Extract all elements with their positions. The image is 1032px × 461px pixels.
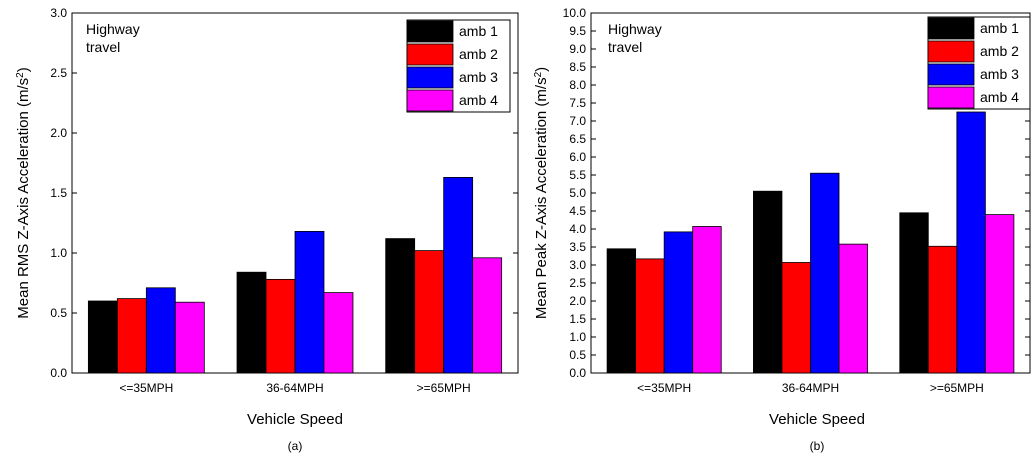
y-tick-label: 0.0 xyxy=(569,366,586,380)
y-tick-label: 4.5 xyxy=(569,204,586,218)
legend-swatch xyxy=(927,17,975,40)
y-tick-label: 2.0 xyxy=(50,126,67,140)
y-tick-label: 9.5 xyxy=(569,24,586,38)
bar-amb4-0 xyxy=(692,226,722,374)
legend-label: amb 3 xyxy=(459,69,498,85)
y-tick-label: 1.5 xyxy=(569,312,586,326)
legend-label: amb 4 xyxy=(459,92,498,108)
legend-swatch xyxy=(406,43,454,66)
legend-swatch xyxy=(406,20,454,43)
x-tick-label: >=65MPH xyxy=(930,381,984,395)
y-tick-label: 3.0 xyxy=(569,258,586,272)
legend-swatch xyxy=(927,63,975,86)
y-tick-label: 0.5 xyxy=(50,306,67,320)
annotation-text: travel xyxy=(86,39,120,55)
bar-amb4-2 xyxy=(984,214,1015,374)
panel-caption: (a) xyxy=(288,439,303,453)
legend-label: amb 4 xyxy=(980,89,1019,105)
bar-amb2-0 xyxy=(116,298,147,374)
chart-panel-b: 0.0 0.5 1.0 1.5 2.0 2.5 3.0 3.5 4.0 4.5 5.0 5.5 6.0 6… xyxy=(533,6,1031,453)
bar-amb1-2 xyxy=(899,212,929,374)
legend-swatch xyxy=(927,40,975,63)
legend-swatch xyxy=(927,86,975,109)
bar-amb4-1 xyxy=(323,292,354,374)
bar-amb3-2 xyxy=(443,176,474,374)
y-tick-label: 8.0 xyxy=(569,78,586,92)
x-axis-title: Vehicle Speed xyxy=(769,411,865,428)
bar-amb3-1 xyxy=(294,230,325,374)
x-axis-title: Vehicle Speed xyxy=(247,411,343,428)
y-tick-label: 3.5 xyxy=(569,240,586,254)
legend-label: amb 2 xyxy=(459,46,498,62)
x-tick-label: 36-64MPH xyxy=(782,381,839,395)
y-tick-label: 0.5 xyxy=(569,348,586,362)
bar-amb1-0 xyxy=(87,300,118,374)
x-tick-label: 36-64MPH xyxy=(266,381,323,395)
y-tick-label: 2.0 xyxy=(569,294,586,308)
y-tick-label: 7.5 xyxy=(569,96,586,110)
legend-label: amb 1 xyxy=(459,23,498,39)
bar-amb1-1 xyxy=(753,190,783,374)
x-tick-label: <=35MPH xyxy=(119,381,173,395)
y-tick-label: 5.0 xyxy=(569,186,586,200)
panel-caption: (b) xyxy=(810,439,825,453)
y-tick-label: 5.5 xyxy=(569,168,586,182)
bar-amb3-2 xyxy=(956,111,986,374)
bar-amb4-1 xyxy=(838,243,868,374)
bar-amb3-0 xyxy=(145,287,176,374)
bar-amb2-1 xyxy=(265,278,296,374)
y-tick-label: 1.0 xyxy=(50,246,67,260)
bar-amb2-2 xyxy=(927,245,958,374)
y-tick-label: 6.5 xyxy=(569,132,586,146)
bar-amb2-2 xyxy=(414,250,445,374)
bar-amb3-0 xyxy=(663,231,694,374)
bar-amb2-1 xyxy=(781,262,811,374)
y-tick-label: 8.5 xyxy=(569,60,586,74)
annotation-text: Highway xyxy=(86,21,140,37)
legend-swatch xyxy=(406,89,454,112)
bar-amb1-2 xyxy=(385,238,416,374)
bar-amb1-0 xyxy=(606,248,637,374)
chart-panel-a: 0.0 0.5 1.0 1.5 2.0 2.5 3.0 <=35MPH 36-64MPH >=65… xyxy=(15,6,519,453)
x-tick-label: >=65MPH xyxy=(417,381,471,395)
y-axis-title: Mean RMS Z-Axis Acceleration (m/s2) xyxy=(15,67,33,318)
bar-amb1-1 xyxy=(236,271,267,374)
y-tick-label: 1.0 xyxy=(569,330,586,344)
annotation-text: Highway xyxy=(608,21,662,37)
annotation-text: travel xyxy=(608,39,642,55)
y-tick-label: 1.5 xyxy=(50,186,67,200)
y-tick-label: 7.0 xyxy=(569,114,586,128)
legend-label: amb 1 xyxy=(980,20,1019,36)
y-tick-label: 2.5 xyxy=(569,276,586,290)
legend-swatch xyxy=(406,66,454,89)
y-axis-title: Mean Peak Z-Axis Acceleration (m/s2) xyxy=(533,67,551,319)
bar-amb2-0 xyxy=(635,258,665,374)
legend-label: amb 3 xyxy=(980,66,1019,82)
x-tick-label: <=35MPH xyxy=(637,381,691,395)
bar-amb4-0 xyxy=(174,301,205,374)
y-tick-label: 3.0 xyxy=(50,6,67,20)
y-tick-label: 9.0 xyxy=(569,42,586,56)
y-tick-label: 10.0 xyxy=(563,6,587,20)
legend-label: amb 2 xyxy=(980,43,1019,59)
bar-amb4-2 xyxy=(472,257,503,374)
y-tick-label: 0.0 xyxy=(50,366,67,380)
y-tick-label: 2.5 xyxy=(50,66,67,80)
y-tick-label: 6.0 xyxy=(569,150,586,164)
bar-amb3-1 xyxy=(810,172,840,374)
y-tick-label: 4.0 xyxy=(569,222,586,236)
